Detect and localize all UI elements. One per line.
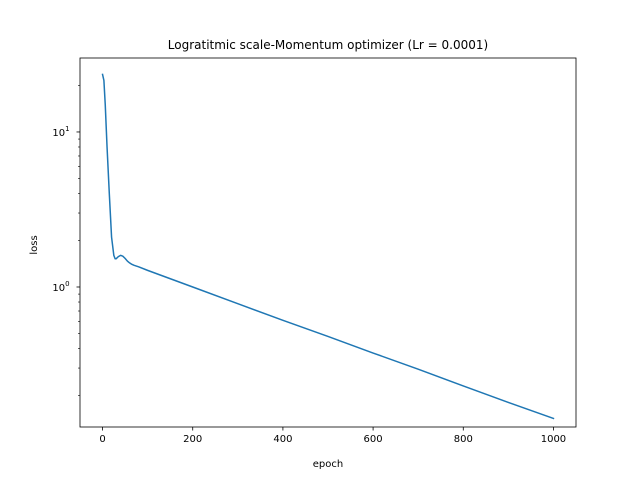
- x-tick-label: 400: [273, 434, 292, 445]
- plot-frame: [79, 57, 577, 428]
- x-tick-label: 800: [454, 434, 473, 445]
- y-tick-label: 100: [52, 280, 69, 294]
- x-tick-label: 1000: [541, 434, 566, 445]
- y-axis: 100 101: [52, 84, 80, 396]
- chart-title: Logratitmic scale-Momentum optimizer (Lr…: [168, 38, 488, 52]
- x-tick-label: 200: [183, 434, 202, 445]
- x-tick-label: 0: [99, 434, 105, 445]
- x-tick-label: 600: [364, 434, 383, 445]
- series-line-0: [101, 73, 555, 420]
- y-axis-label: loss: [29, 235, 40, 254]
- x-axis-label: epoch: [313, 459, 343, 470]
- plot-area: [79, 57, 577, 428]
- y-tick-label: 101: [52, 125, 69, 139]
- x-axis: 0 200 400 600 800 1000: [99, 427, 566, 445]
